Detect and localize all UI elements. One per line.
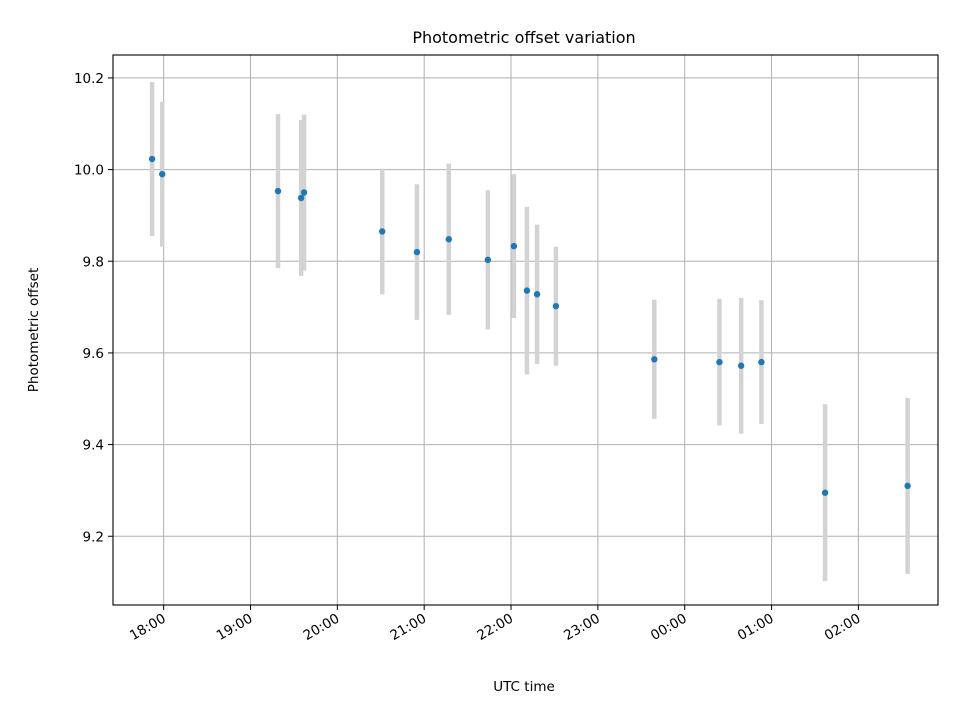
y-tick-label: 10.0 [74, 163, 104, 179]
chart-title: Photometric offset variation [412, 28, 635, 47]
y-tick-label: 9.4 [83, 438, 104, 454]
data-point [297, 194, 305, 202]
y-tick-label: 10.2 [74, 71, 104, 87]
data-point [159, 170, 166, 178]
data-point [510, 242, 518, 250]
y-tick-label: 9.2 [83, 529, 104, 545]
data-point [533, 291, 541, 298]
data-point [274, 187, 282, 195]
data-point [523, 287, 531, 294]
y-axis-label: Photometric offset [26, 268, 42, 392]
data-point [758, 358, 765, 366]
data-point [651, 356, 658, 363]
data-point [821, 489, 829, 496]
data-point [484, 256, 492, 264]
y-axis-ticks: 9.2 9.4 9.6 9.8 10.0 10.2 [74, 71, 113, 545]
data-point [148, 155, 156, 163]
data-point [413, 248, 421, 256]
data-point [737, 362, 745, 369]
data-point [716, 358, 723, 366]
data-points [148, 155, 911, 496]
y-tick-label: 9.8 [83, 254, 104, 270]
plot-frame [112, 54, 939, 606]
data-point [904, 482, 911, 490]
data-point [379, 228, 386, 235]
data-point [300, 189, 308, 196]
data-point [445, 236, 452, 243]
y-tick-label: 9.6 [83, 346, 104, 362]
data-point [552, 302, 560, 310]
x-axis-label: UTC time [493, 679, 555, 695]
